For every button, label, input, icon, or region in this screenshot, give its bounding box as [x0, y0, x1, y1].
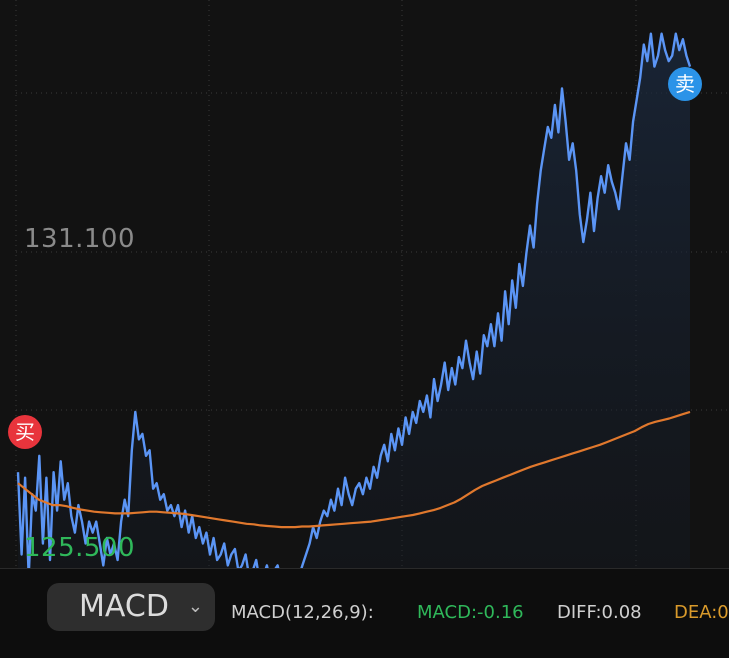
indicator-params: MACD(12,26,9): — [231, 602, 374, 623]
indicator-selector-label: MACD — [79, 589, 169, 624]
y-tick-label-low: 125.500 — [24, 533, 136, 563]
indicator-macd-value: MACD:-0.16 — [417, 602, 524, 623]
price-area-fill — [18, 33, 690, 568]
price-area — [18, 33, 690, 568]
buy-marker[interactable]: 买 — [8, 415, 42, 449]
indicator-bar: MACD ⌄ MACD(12,26,9): MACD:-0.16 DIFF:0.… — [0, 568, 729, 658]
y-tick-label-high: 131.100 — [24, 224, 136, 254]
indicator-dea-value: DEA:0 — [674, 602, 729, 623]
series-line-price — [16, 32, 692, 568]
sell-marker[interactable]: 卖 — [668, 67, 702, 101]
chart-canvas — [15, 0, 729, 568]
series-line-average — [17, 410, 691, 529]
price-chart[interactable]: 131.100 125.500 买 卖 — [0, 0, 729, 568]
indicator-diff-value: DIFF:0.08 — [557, 602, 642, 623]
series-lines — [16, 32, 692, 568]
indicator-selector-button[interactable]: MACD ⌄ — [47, 583, 215, 631]
chevron-down-icon: ⌄ — [187, 596, 203, 617]
